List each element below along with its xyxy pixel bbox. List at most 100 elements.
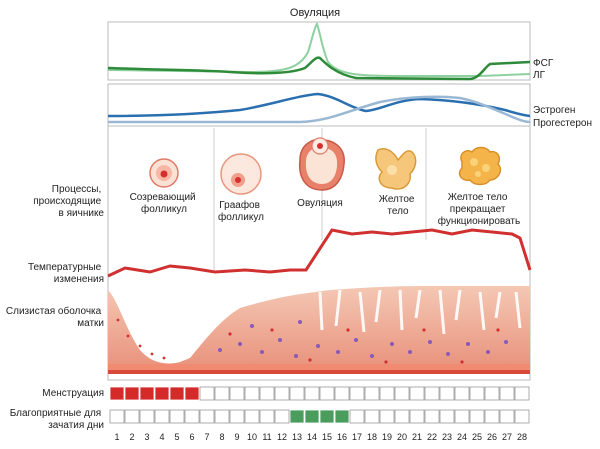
fertile-cell-day-22 bbox=[424, 409, 440, 424]
ovary-label: Процессы, происходящие в яичнике bbox=[33, 184, 104, 219]
day-number-28: 28 bbox=[517, 432, 527, 442]
stage-label-corpus-luteum-ends: Желтое тело прекращает функционировать bbox=[438, 192, 520, 227]
estrogen-label: Эстроген bbox=[533, 105, 575, 116]
menstruation-cell-day-11 bbox=[259, 386, 275, 401]
menstruation-cell-day-24 bbox=[454, 386, 470, 401]
day-number-21: 21 bbox=[412, 432, 422, 442]
corpus-luteum-icon bbox=[375, 148, 417, 190]
fertile-cell-day-21 bbox=[409, 409, 425, 424]
menstruation-cell-day-22 bbox=[424, 386, 440, 401]
day-number-11: 11 bbox=[262, 432, 271, 442]
fertile-cell-day-7 bbox=[199, 409, 215, 424]
day-number-24: 24 bbox=[457, 432, 467, 442]
fertile-cell-day-4 bbox=[154, 409, 170, 424]
day-number-22: 22 bbox=[427, 432, 437, 442]
stage-label-graafian-follicle: Граафов фолликул bbox=[218, 199, 264, 223]
fertile-cell-day-18 bbox=[364, 409, 380, 424]
menstruation-cell-day-2 bbox=[124, 386, 140, 401]
ovulation-icon bbox=[298, 137, 345, 191]
fertile-cell-day-5 bbox=[169, 409, 185, 424]
menstruation-cell-day-17 bbox=[349, 386, 365, 401]
stage-label-ovulation: Овуляция bbox=[297, 198, 343, 209]
day-number-2: 2 bbox=[129, 432, 134, 442]
menstruation-cell-day-5 bbox=[169, 386, 185, 401]
fertile-cell-day-9 bbox=[229, 409, 245, 424]
temperature-curve bbox=[107, 228, 532, 278]
menstruation-cell-day-7 bbox=[199, 386, 215, 401]
degenerating-corpus-luteum-icon bbox=[458, 146, 502, 186]
fertile-cell-day-1 bbox=[109, 409, 125, 424]
menstruation-cell-day-13 bbox=[289, 386, 305, 401]
day-number-4: 4 bbox=[159, 432, 164, 442]
day-number-10: 10 bbox=[247, 432, 257, 442]
fertile-cell-day-13 bbox=[289, 409, 305, 424]
fertile-cell-day-23 bbox=[439, 409, 455, 424]
day-number-axis: 1 2 3 4 5 6 7 8 9 10 11 12 13 14 15 16 17 18 19 20 21 22 23 24 2… bbox=[114, 432, 527, 442]
fertile-days-label: Благоприятные для зачатия дни bbox=[10, 408, 104, 431]
fsh-label: ФСГ bbox=[533, 58, 554, 69]
day-number-26: 26 bbox=[487, 432, 497, 442]
menstruation-cell-day-28 bbox=[514, 386, 530, 401]
menstruation-cell-day-9 bbox=[229, 386, 245, 401]
mucosa-label: Слизистая оболочка матки bbox=[6, 305, 104, 329]
menstruation-cell-day-4 bbox=[154, 386, 170, 401]
menstruation-cell-day-6 bbox=[184, 386, 200, 401]
day-number-14: 14 bbox=[307, 432, 317, 442]
fertile-cell-day-17 bbox=[349, 409, 365, 424]
graafian-follicle-icon bbox=[220, 153, 262, 195]
menstruation-cell-day-26 bbox=[484, 386, 500, 401]
menstruation-cell-day-8 bbox=[214, 386, 230, 401]
day-number-7: 7 bbox=[204, 432, 209, 442]
day-number-12: 12 bbox=[277, 432, 287, 442]
temperature-label: Температурные изменения bbox=[28, 262, 104, 285]
stage-label-maturing-follicle: Созревающий фолликул bbox=[130, 192, 199, 215]
title-label: Овуляция bbox=[290, 7, 340, 19]
menstruation-cell-day-12 bbox=[274, 386, 290, 401]
menstruation-cell-day-10 bbox=[244, 386, 260, 401]
day-number-25: 25 bbox=[472, 432, 482, 442]
menstruation-cell-day-19 bbox=[379, 386, 395, 401]
fertile-cell-day-25 bbox=[469, 409, 485, 424]
day-number-20: 20 bbox=[397, 432, 407, 442]
day-number-3: 3 bbox=[144, 432, 149, 442]
day-number-8: 8 bbox=[219, 432, 224, 442]
uterine-lining-illustration bbox=[108, 286, 530, 374]
day-number-5: 5 bbox=[174, 432, 179, 442]
maturing-follicle-icon bbox=[149, 158, 179, 188]
menstruation-cell-day-18 bbox=[364, 386, 380, 401]
fertile-cell-day-15 bbox=[319, 409, 335, 424]
day-number-1: 1 bbox=[114, 432, 119, 442]
fsh-curve bbox=[107, 56, 531, 81]
menstruation-cell-day-14 bbox=[304, 386, 320, 401]
fertile-cell-day-12 bbox=[274, 409, 290, 424]
fertile-cell-day-24 bbox=[454, 409, 470, 424]
menstruation-cell-day-16 bbox=[334, 386, 350, 401]
day-number-17: 17 bbox=[352, 432, 362, 442]
day-number-18: 18 bbox=[367, 432, 377, 442]
menstruation-cell-day-21 bbox=[409, 386, 425, 401]
fertile-cell-day-2 bbox=[124, 409, 140, 424]
menstruation-cell-day-25 bbox=[469, 386, 485, 401]
fertile-cell-day-8 bbox=[214, 409, 230, 424]
menstruation-cell-day-20 bbox=[394, 386, 410, 401]
fsh-lh-panel bbox=[107, 21, 531, 81]
estrogen-curve bbox=[107, 92, 531, 118]
lh-label: ЛГ bbox=[533, 70, 546, 81]
progesterone-curve bbox=[108, 95, 531, 124]
menstruation-cell-day-23 bbox=[439, 386, 455, 401]
menstruation-cell-day-15 bbox=[319, 386, 335, 401]
fertile-cell-day-19 bbox=[379, 409, 395, 424]
day-number-23: 23 bbox=[442, 432, 452, 442]
lh-curve bbox=[107, 21, 531, 77]
day-number-19: 19 bbox=[382, 432, 392, 442]
day-number-16: 16 bbox=[337, 432, 347, 442]
fertile-day-row bbox=[109, 409, 530, 424]
fertile-cell-day-27 bbox=[499, 409, 515, 424]
fertile-cell-day-14 bbox=[304, 409, 320, 424]
menstruation-day-row bbox=[109, 386, 530, 401]
progesterone-label: Прогестерон bbox=[533, 118, 592, 129]
day-number-6: 6 bbox=[189, 432, 194, 442]
day-number-9: 9 bbox=[234, 432, 239, 442]
fertile-cell-day-10 bbox=[244, 409, 260, 424]
